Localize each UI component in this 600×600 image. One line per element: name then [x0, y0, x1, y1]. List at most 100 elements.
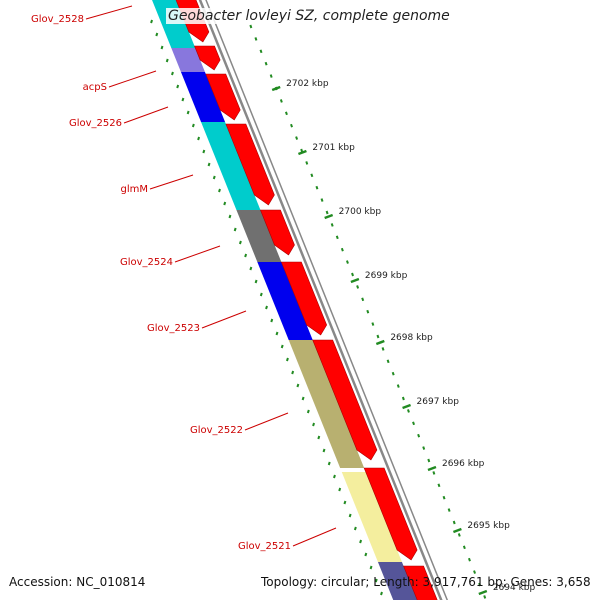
tick-dot [422, 446, 426, 450]
tick-label: 2694 kbp [493, 583, 536, 593]
tick-dot [468, 557, 471, 562]
outer-tick-track [249, 24, 488, 599]
color-segment [152, 0, 196, 48]
tick-dot [223, 201, 227, 206]
inner-tick-track [150, 19, 383, 596]
major-tick [297, 149, 307, 156]
tick-dot [228, 214, 232, 219]
tick-dot [442, 495, 446, 500]
tick-dot [452, 520, 456, 525]
tick-dot [305, 161, 309, 165]
tick-dot [207, 162, 211, 167]
tick-dot [285, 357, 289, 362]
gene-leader-line [174, 245, 221, 263]
tick-dot [165, 58, 169, 63]
cds-arrow [225, 123, 275, 206]
tick-dot [284, 111, 288, 116]
cds-arrow [280, 261, 328, 336]
color-segment [341, 472, 402, 562]
tick-dot [270, 318, 274, 323]
tick-label: 2698 kbp [390, 333, 433, 343]
gene-label: Glov_2528 [31, 14, 84, 25]
tick-dot [325, 210, 329, 215]
cds-arrow [259, 209, 295, 256]
tick-dot [310, 173, 314, 178]
tick-dot [296, 383, 300, 388]
tick-dot [197, 136, 201, 141]
tick-label: 2701 kbp [312, 143, 355, 153]
tick-dot [412, 421, 415, 426]
tick-dot [218, 188, 221, 193]
tick-dot [432, 471, 436, 475]
gene-label: Glov_2526 [69, 118, 122, 129]
cds-arrow [363, 467, 418, 561]
genome-title: Geobacter lovleyi SZ, complete genome [166, 8, 452, 24]
tick-dot [327, 461, 331, 466]
tick-dot [181, 97, 185, 102]
major-tick [452, 527, 462, 534]
color-segment [180, 72, 226, 122]
tick-label-group: 2702 kbp 2701 kbp 2700 kbp 2699 kbp 2698 kbp… [286, 79, 535, 593]
tick-dot [483, 595, 487, 599]
tick-dot [290, 123, 293, 128]
gene-leader-line [108, 70, 157, 88]
tick-dot [356, 285, 360, 289]
tick-dot [275, 331, 279, 336]
major-tick [324, 213, 334, 220]
gene-label: Glov_2523 [147, 323, 200, 334]
tick-dot [335, 235, 339, 240]
major-tick [375, 339, 385, 346]
gene-label: Glov_2521 [238, 541, 291, 552]
gene-label: Glov_2522 [190, 425, 243, 436]
tick-dot [191, 123, 195, 128]
gene-leader-line [292, 527, 337, 547]
tick-dot [361, 297, 365, 302]
backbone-line [205, 0, 449, 600]
tick-dot [312, 422, 316, 427]
tick-dot [473, 570, 476, 574]
tick-dot [264, 61, 268, 66]
tick-dot [359, 539, 363, 544]
tick-dot [364, 552, 368, 557]
tick-dot [160, 45, 164, 50]
tick-dot [155, 32, 159, 37]
color-segment-track [152, 0, 418, 600]
tick-dot [417, 433, 421, 438]
gene-leader-line [244, 412, 289, 431]
tick-dot [176, 84, 180, 89]
major-tick [427, 465, 437, 472]
gene-label: acpS [83, 82, 107, 93]
tick-dot [269, 74, 273, 78]
gene-label-group: Glov_2528 acpS Glov_2526 glmM Glov_2524 Glov_… [31, 5, 337, 552]
tick-dot [265, 305, 268, 310]
color-segment [377, 562, 418, 600]
gene-leader-line [149, 174, 194, 190]
tick-dot [401, 396, 405, 401]
tick-dot [380, 591, 383, 596]
major-tick [350, 277, 360, 284]
tick-dot [369, 565, 373, 570]
tick-dot [186, 110, 190, 115]
tick-dot [353, 526, 357, 531]
tick-dot [150, 19, 154, 24]
tick-dot [249, 24, 253, 29]
topology-text: Topology: circular; Length: 3,917,761 bp… [261, 575, 591, 589]
tick-dot [254, 279, 258, 284]
tick-label: 2702 kbp [286, 79, 329, 89]
tick-dot [447, 508, 451, 512]
tick-dot [259, 292, 263, 297]
tick-dot [366, 309, 370, 314]
cds-arrow [194, 45, 221, 71]
tick-dot [330, 223, 334, 227]
genome-backbone [198, 0, 449, 600]
cds-arrow [312, 339, 378, 461]
major-tick [478, 589, 488, 596]
tick-dot [376, 334, 380, 339]
tick-dot [391, 371, 395, 376]
gene-leader-line [85, 5, 133, 20]
tick-label: 2695 kbp [467, 521, 510, 531]
tick-dot [478, 582, 482, 587]
tick-dot [322, 448, 326, 453]
tick-dot [386, 359, 390, 364]
